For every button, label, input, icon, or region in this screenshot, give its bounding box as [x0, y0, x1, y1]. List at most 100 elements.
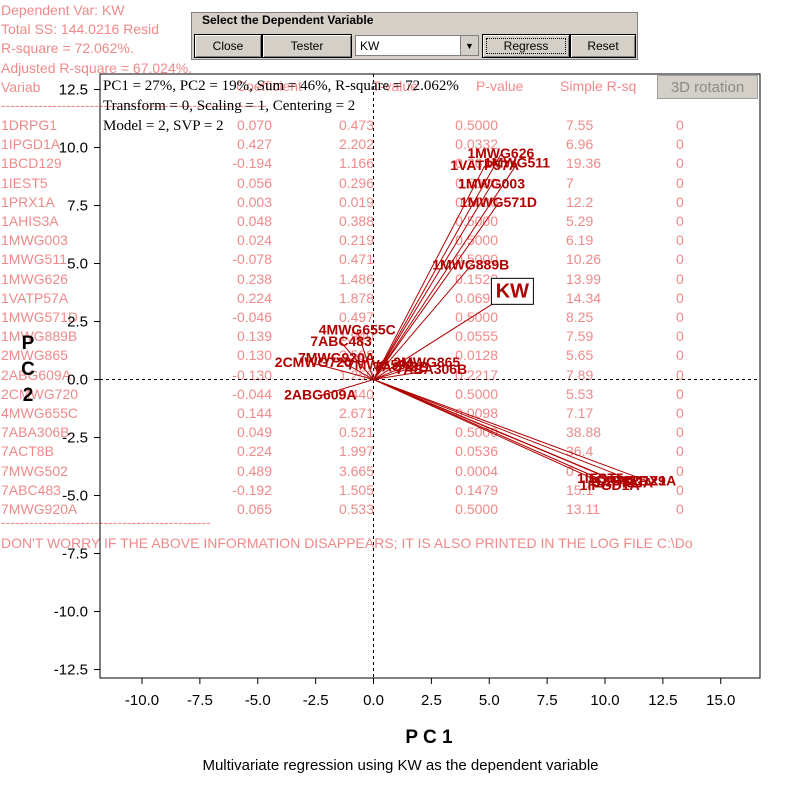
log-row-value: 0 — [676, 424, 684, 441]
log-row-value: 0.238 — [236, 270, 272, 287]
log-row-value: 0 — [676, 136, 684, 153]
log-row-variable: 2CMWG720 — [1, 385, 79, 402]
x-tick-label: -2.5 — [303, 692, 329, 709]
x-tick-label: 2.5 — [421, 692, 442, 709]
y-tick-label: 10.0 — [59, 140, 88, 157]
plot-frame — [99, 73, 761, 679]
log-row-value: 0.0536 — [455, 443, 498, 460]
log-row-value: 0.070 — [236, 117, 272, 133]
y-tick-label: 2.5 — [67, 314, 88, 331]
log-row-value: 0.5000 — [455, 385, 498, 402]
model-info: PC1 = 27%, PC2 = 19%, Sum = 46%, R-squar… — [103, 76, 459, 136]
log-row-value: 0.1522 — [455, 270, 498, 287]
log-row-value: 1.997 — [338, 443, 374, 460]
log-row-value: 0.427 — [236, 136, 272, 153]
chart-caption: Multivariate regression using KW as the … — [202, 757, 599, 774]
log-row-value: 2.202 — [338, 136, 374, 153]
log-row-value: 15.1 — [566, 481, 594, 498]
log-row-value: 0 — [676, 347, 684, 364]
log-row-value: 0.388 — [338, 213, 374, 229]
log-row-variable: 7MWG920A — [1, 501, 78, 517]
log-row-value: 0 — [676, 289, 684, 306]
log-row-value: 10.26 — [566, 251, 602, 268]
log-row-value: -0.192 — [232, 481, 272, 498]
variable-vector — [373, 154, 502, 380]
y-tick-label: 12.5 — [59, 82, 88, 99]
log-header-line: Variab — [1, 78, 41, 95]
variable-label: 1DRPG1 — [589, 472, 645, 488]
x-tick-label: -10.0 — [125, 692, 159, 709]
log-row-value: 0.0332 — [455, 136, 498, 153]
log-row-value: 0 — [676, 155, 684, 172]
log-row-value: 7 — [566, 174, 574, 191]
log-row-value: 0.003 — [236, 193, 272, 210]
log-row-value: 0.0004 — [455, 462, 498, 479]
x-tick-label: 15.0 — [706, 692, 735, 709]
variable-label: 7MWG920A — [298, 349, 375, 365]
select-dependent-variable-dialog: Select the Dependent Variable Close Test… — [191, 12, 638, 60]
log-row-value: 1.166 — [338, 155, 374, 172]
log-row-value: -0.194 — [232, 155, 272, 172]
regress-button[interactable]: Regress — [482, 34, 570, 58]
variable-label: 1BCD129 — [604, 472, 666, 488]
log-row-value: 5.65 — [566, 347, 594, 364]
3d-rotation-button[interactable]: 3D rotation — [657, 75, 758, 99]
log-row-variable: 7MWG502 — [1, 462, 68, 479]
log-row-value: 0 — [676, 232, 684, 249]
log-row-value: 0.0098 — [455, 405, 498, 421]
chevron-down-icon[interactable]: ▼ — [460, 36, 478, 55]
log-row-variable: 1MWG889B — [1, 328, 78, 345]
log-row-value: 0 — [676, 117, 684, 133]
y-tick-label: -5.0 — [62, 488, 88, 505]
log-column-header: P-value — [476, 78, 524, 94]
log-row-variable: 1MWG571D — [1, 309, 79, 325]
log-row-value: 19.36 — [566, 155, 602, 172]
log-row-value: 0 — [676, 251, 684, 268]
variable-label: 7ABA306B — [396, 361, 468, 377]
y-tick-label: 0.0 — [67, 372, 88, 389]
log-row-variable: 2MWG865 — [1, 347, 68, 364]
log-row-value: 0.2617 — [455, 155, 498, 172]
log-row-value: 0.1479 — [455, 481, 498, 498]
variable-label: 1IPGD1A — [580, 477, 640, 493]
variable-vector — [373, 379, 624, 485]
log-divider: ----------------------------------------… — [1, 514, 211, 530]
selected-variable: KW — [360, 39, 380, 53]
log-row-value: 0.049 — [236, 424, 272, 441]
log-row-value: 0.533 — [338, 501, 374, 517]
log-row-value: 0.219 — [338, 232, 374, 249]
x-tick-label: 0.0 — [363, 692, 384, 709]
reset-button[interactable]: Reset — [570, 34, 636, 58]
variable-vector — [373, 165, 486, 380]
variable-vector — [373, 369, 432, 380]
log-row-value: 0.024 — [236, 232, 272, 249]
log-row-variable: 7ABC483 — [1, 481, 61, 498]
dependent-variable-select[interactable]: KW ▼ — [355, 35, 479, 56]
tester-button[interactable]: Tester — [262, 34, 352, 58]
log-row-value: 0.0696 — [455, 289, 498, 306]
log-row-value: 0.019 — [338, 193, 374, 210]
variable-vector — [356, 330, 374, 380]
log-row-value: 0 — [676, 174, 684, 191]
log-row-variable: 1PRX1A — [1, 193, 55, 210]
variable-vector — [313, 362, 374, 380]
variable-label: 7MWG502 — [347, 356, 414, 372]
log-row-value: 0 — [676, 443, 684, 460]
log-row-value: 0 — [676, 270, 684, 287]
log-row-value: 0 — [676, 481, 684, 498]
close-button[interactable]: Close — [194, 34, 262, 58]
log-row-value: 38.88 — [566, 424, 602, 441]
log-row-value: 0 — [676, 462, 684, 479]
dependent-vector — [373, 290, 513, 380]
log-row-value: 3.665 — [338, 462, 374, 479]
log-row-value: -0.044 — [232, 385, 272, 402]
log-column-header: Simple R-sq — [560, 78, 637, 94]
y-tick-label: -12.5 — [54, 662, 88, 679]
log-row-value: 7.17 — [566, 405, 594, 421]
variable-vector — [373, 367, 402, 380]
log-row-value: 2.588 — [338, 347, 374, 364]
log-row-value: 0 — [676, 328, 684, 345]
log-column-header: T-value — [372, 78, 418, 94]
x-tick-label: -5.0 — [245, 692, 271, 709]
